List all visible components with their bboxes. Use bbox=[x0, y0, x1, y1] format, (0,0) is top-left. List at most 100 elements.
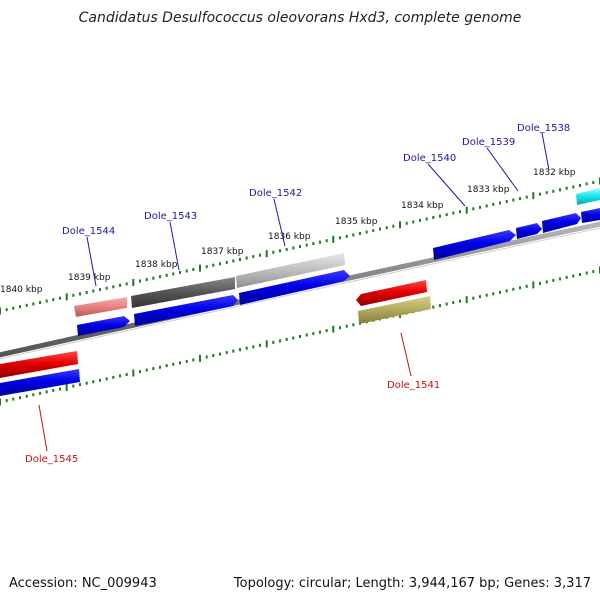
outer-minor-tick bbox=[52, 298, 55, 302]
outer-minor-tick bbox=[125, 282, 128, 286]
outer-tick-ring bbox=[0, 177, 600, 315]
inner-minor-tick bbox=[259, 343, 261, 347]
outer-minor-tick bbox=[565, 186, 568, 190]
tick-label-1834: 1834 kbp bbox=[401, 201, 444, 211]
feature-dole-1538 bbox=[542, 213, 581, 233]
inner-minor-tick bbox=[319, 330, 321, 334]
inner-minor-tick bbox=[232, 349, 235, 353]
outer-minor-tick bbox=[152, 276, 155, 280]
leader-dole-1544 bbox=[86, 236, 97, 287]
outer-minor-tick bbox=[499, 201, 501, 205]
inner-minor-tick bbox=[92, 380, 95, 384]
inner-minor-tick bbox=[205, 355, 208, 359]
tick-label-1837: 1837 kbp bbox=[201, 247, 244, 257]
outer-major-tick bbox=[532, 192, 535, 200]
outer-minor-tick bbox=[219, 262, 221, 266]
inner-minor-tick bbox=[39, 391, 41, 395]
inner-minor-tick bbox=[19, 396, 21, 400]
gene-labels: Dole_1544 Dole_1543 Dole_1542 Dole_1540 … bbox=[25, 123, 570, 465]
inner-minor-tick bbox=[165, 364, 168, 368]
outer-minor-tick bbox=[232, 259, 235, 263]
inner-major-tick bbox=[265, 340, 268, 348]
inner-minor-tick bbox=[485, 293, 488, 297]
inner-minor-tick bbox=[552, 278, 555, 282]
outer-minor-tick bbox=[519, 197, 521, 201]
outer-minor-tick bbox=[12, 306, 15, 310]
inner-minor-tick bbox=[432, 305, 435, 309]
inner-minor-tick bbox=[25, 394, 28, 398]
outer-minor-tick bbox=[459, 210, 461, 214]
outer-minor-tick bbox=[272, 250, 275, 254]
feature-dole-1541-pseudo bbox=[358, 296, 431, 324]
outer-minor-tick bbox=[472, 207, 475, 211]
outer-minor-tick bbox=[59, 296, 61, 300]
genome-backbone bbox=[0, 221, 600, 360]
gene-label-dole-1541: Dole_1541 bbox=[387, 380, 440, 391]
outer-minor-tick bbox=[72, 293, 75, 297]
feature-dole-1539 bbox=[516, 223, 542, 239]
outer-minor-tick bbox=[305, 243, 308, 247]
outer-minor-tick bbox=[92, 289, 95, 293]
outer-minor-tick bbox=[285, 247, 288, 251]
inner-minor-tick bbox=[172, 362, 175, 366]
inner-minor-tick bbox=[499, 290, 501, 294]
inner-minor-tick bbox=[219, 352, 221, 356]
outer-minor-tick bbox=[479, 205, 481, 209]
outer-minor-tick bbox=[79, 292, 81, 296]
outer-minor-tick bbox=[385, 226, 388, 230]
inner-major-tick bbox=[332, 325, 335, 333]
outer-minor-tick bbox=[319, 240, 321, 244]
outer-major-tick bbox=[65, 293, 68, 301]
gene-label-dole-1539: Dole_1539 bbox=[462, 137, 515, 148]
feature-dole-1543 bbox=[134, 295, 238, 326]
inner-minor-tick bbox=[159, 365, 161, 369]
inner-minor-tick bbox=[245, 346, 248, 350]
feature-dole-1540 bbox=[433, 230, 516, 260]
inner-minor-tick bbox=[572, 274, 575, 278]
inner-minor-tick bbox=[145, 368, 148, 372]
gene-features bbox=[0, 188, 600, 396]
inner-minor-tick bbox=[212, 354, 215, 357]
inner-minor-tick bbox=[559, 277, 561, 281]
inner-minor-tick bbox=[299, 335, 301, 338]
inner-minor-tick bbox=[52, 388, 55, 392]
outer-minor-tick bbox=[439, 214, 441, 218]
outer-major-tick bbox=[199, 264, 201, 272]
inner-minor-tick bbox=[125, 373, 128, 376]
outer-minor-tick bbox=[412, 220, 415, 224]
inner-minor-tick bbox=[272, 340, 275, 344]
inner-minor-tick bbox=[5, 399, 8, 403]
outer-minor-tick bbox=[572, 185, 575, 189]
outer-minor-tick bbox=[552, 189, 555, 193]
inner-minor-tick bbox=[525, 284, 528, 288]
outer-minor-tick bbox=[505, 200, 508, 203]
outer-minor-tick bbox=[252, 255, 255, 259]
outer-minor-tick bbox=[425, 217, 428, 221]
outer-minor-tick bbox=[325, 239, 328, 243]
feature-dole-1541 bbox=[356, 280, 427, 306]
outer-minor-tick bbox=[159, 275, 161, 279]
gene-label-dole-1544: Dole_1544 bbox=[62, 226, 115, 237]
inner-minor-tick bbox=[445, 302, 448, 306]
inner-minor-tick bbox=[292, 336, 295, 340]
leader-dole-1539 bbox=[486, 147, 519, 192]
tick-label-1833: 1833 kbp bbox=[467, 185, 510, 195]
inner-minor-tick bbox=[32, 393, 35, 397]
outer-minor-tick bbox=[485, 204, 488, 208]
outer-minor-tick bbox=[145, 278, 148, 282]
inner-minor-tick bbox=[479, 295, 481, 299]
outer-minor-tick bbox=[379, 227, 381, 231]
inner-minor-tick bbox=[185, 359, 188, 363]
outer-minor-tick bbox=[112, 285, 115, 289]
inner-minor-tick bbox=[352, 323, 355, 327]
inner-minor-tick bbox=[565, 275, 568, 279]
outer-minor-tick bbox=[585, 182, 588, 186]
inner-minor-tick bbox=[579, 273, 581, 276]
outer-minor-tick bbox=[592, 181, 595, 184]
tick-label-1840: 1840 kbp bbox=[0, 285, 43, 295]
gene-label-dole-1542: Dole_1542 bbox=[249, 188, 302, 199]
inner-minor-tick bbox=[112, 375, 115, 379]
outer-minor-tick bbox=[372, 229, 375, 233]
outer-minor-tick bbox=[365, 230, 368, 234]
